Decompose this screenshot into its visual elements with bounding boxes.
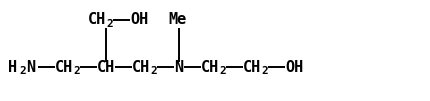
Text: 2: 2: [261, 66, 267, 76]
Text: OH: OH: [130, 13, 148, 27]
Text: 2: 2: [150, 66, 157, 76]
Text: CH: CH: [55, 59, 73, 75]
Text: CH: CH: [132, 59, 150, 75]
Text: CH: CH: [200, 59, 219, 75]
Text: CH: CH: [97, 59, 115, 75]
Text: 2: 2: [218, 66, 225, 76]
Text: CH: CH: [88, 13, 106, 27]
Text: 2: 2: [73, 66, 80, 76]
Text: H: H: [8, 59, 17, 75]
Text: N: N: [174, 59, 183, 75]
Text: OH: OH: [284, 59, 303, 75]
Text: CH: CH: [243, 59, 261, 75]
Text: 2: 2: [19, 66, 26, 76]
Text: 2: 2: [106, 19, 113, 29]
Text: Me: Me: [168, 13, 186, 27]
Text: N: N: [26, 59, 35, 75]
